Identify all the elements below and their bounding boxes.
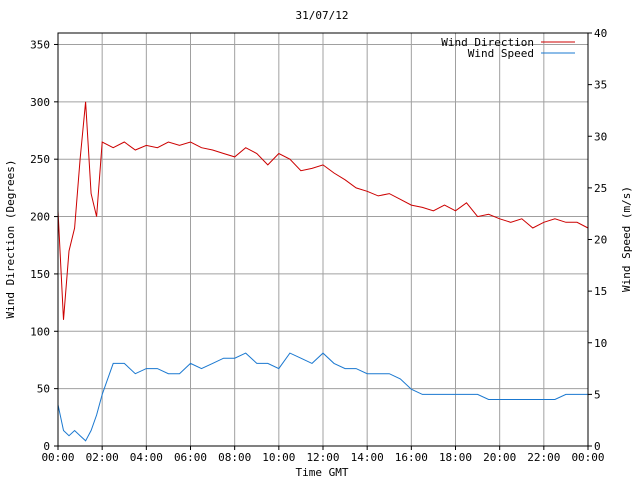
x-tick-label: 22:00 — [527, 451, 560, 464]
x-tick-label: 14:00 — [351, 451, 384, 464]
x-axis: 00:00 02:00 04:00 06:00 08:00 10:00 12:00 14:00… — [41, 446, 605, 464]
y-axis-right: 0 5 10 15 20 25 30 35 40 — [588, 27, 607, 453]
y-right-tick-label: 15 — [594, 285, 607, 298]
series-lines — [57, 101, 589, 442]
y-left-tick-label: 50 — [37, 383, 50, 396]
y-right-tick-label: 25 — [594, 182, 607, 195]
x-tick-label: 16:00 — [395, 451, 428, 464]
x-tick-label: 04:00 — [130, 451, 163, 464]
y-right-tick-label: 10 — [594, 337, 607, 350]
x-tick-label: 10:00 — [262, 451, 295, 464]
y-left-tick-label: 150 — [30, 268, 50, 281]
legend-label-speed: Wind Speed — [468, 47, 534, 60]
y-left-tick-label: 300 — [30, 96, 50, 109]
y-axis-left-label: Wind Direction (Degrees) — [4, 160, 17, 319]
y-right-tick-label: 0 — [594, 440, 601, 453]
y-left-tick-label: 350 — [30, 38, 50, 51]
y-left-tick-label: 0 — [43, 440, 50, 453]
x-tick-label: 02:00 — [86, 451, 119, 464]
legend-label-direction: Wind Direction — [441, 36, 534, 49]
x-tick-label: 00:00 — [571, 451, 604, 464]
y-right-tick-label: 30 — [594, 130, 607, 143]
y-right-tick-label: 5 — [594, 388, 601, 401]
y-right-tick-label: 35 — [594, 79, 607, 92]
x-tick-label: 08:00 — [218, 451, 251, 464]
legend: Wind Direction Wind Speed — [441, 36, 575, 60]
chart-title: 31/07/12 — [296, 9, 349, 22]
series-line-wind-direction — [57, 101, 589, 320]
y-axis-right-label: Wind Speed (m/s) — [620, 186, 633, 292]
x-tick-label: 06:00 — [174, 451, 207, 464]
y-right-tick-label: 20 — [594, 234, 607, 247]
x-tick-label: 20:00 — [483, 451, 516, 464]
y-axis-left: 0 50 100 150 200 250 300 350 — [30, 38, 58, 453]
y-left-tick-label: 100 — [30, 325, 50, 338]
y-left-tick-label: 200 — [30, 211, 50, 224]
x-tick-label: 12:00 — [306, 451, 339, 464]
x-tick-label: 18:00 — [439, 451, 472, 464]
y-right-tick-label: 40 — [594, 27, 607, 40]
grid-lines — [58, 33, 588, 446]
series-line-wind-speed — [57, 352, 588, 442]
y-left-tick-label: 250 — [30, 153, 50, 166]
x-tick-label: 00:00 — [41, 451, 74, 464]
x-axis-label: Time GMT — [296, 466, 349, 479]
